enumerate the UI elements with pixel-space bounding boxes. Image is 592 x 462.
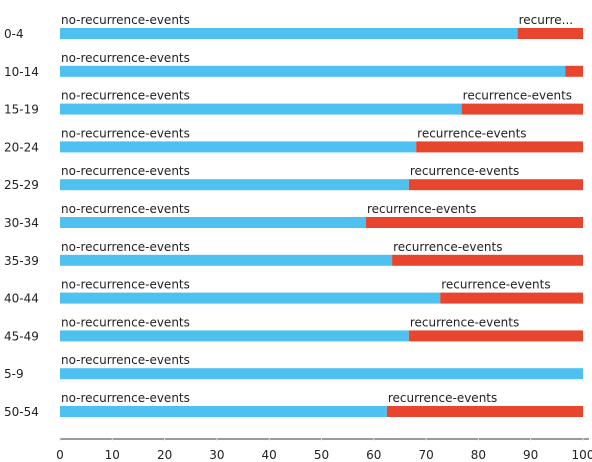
bar-row: 15-19 no-recurrence-events recurrence-even… bbox=[4, 89, 583, 117]
x-tick-label: 30 bbox=[209, 448, 224, 462]
segment-label: no-recurrence-events bbox=[61, 51, 190, 65]
segment-label: no-recurrence-events bbox=[61, 126, 190, 140]
segment-label: no-recurrence-events bbox=[61, 202, 190, 216]
segment-label: recurrence-events bbox=[463, 89, 572, 103]
bar-row: 25-29 no-recurrence-events recurrence-even… bbox=[4, 164, 583, 192]
x-tick-label: 70 bbox=[418, 448, 433, 462]
category-label: 50-54 bbox=[4, 405, 39, 419]
category-label: 5-9 bbox=[4, 367, 24, 381]
segment-label: no-recurrence-events bbox=[61, 391, 190, 405]
bar-segment-no-recurrence[interactable] bbox=[60, 28, 518, 39]
category-label: 30-34 bbox=[4, 216, 39, 230]
bar-segment-no-recurrence[interactable] bbox=[60, 368, 583, 380]
bar-segment-recurrence[interactable] bbox=[408, 179, 583, 191]
segment-label: recurrence-events bbox=[417, 126, 526, 140]
x-tick-label: 0 bbox=[56, 448, 64, 462]
bar-row: 30-34 no-recurrence-events recurrence-even… bbox=[4, 202, 583, 230]
bar-segment-recurrence[interactable] bbox=[565, 65, 583, 77]
segment-label: recurrence-events bbox=[367, 202, 476, 216]
bar-segment-no-recurrence[interactable] bbox=[60, 217, 366, 228]
bar-segment-no-recurrence[interactable] bbox=[60, 406, 387, 417]
bar-segment-recurrence[interactable] bbox=[517, 28, 583, 39]
bar-segment-no-recurrence[interactable] bbox=[60, 292, 441, 304]
bar-row: 5-9 no-recurrence-events bbox=[4, 353, 583, 381]
x-axis: 0 10 20 30 40 50 60 70 80 90 100 bbox=[56, 437, 592, 462]
bar-segment-recurrence[interactable] bbox=[416, 141, 583, 153]
category-label: 25-29 bbox=[4, 178, 39, 192]
category-label: 40-44 bbox=[4, 292, 39, 306]
segment-label: no-recurrence-events bbox=[61, 13, 190, 27]
bar-segment-recurrence[interactable] bbox=[365, 217, 583, 228]
x-tick-label: 50 bbox=[314, 448, 329, 462]
bar-segment-no-recurrence[interactable] bbox=[60, 103, 462, 115]
segment-label: recurre... bbox=[519, 13, 573, 27]
bar-segment-recurrence[interactable] bbox=[392, 254, 583, 266]
category-label: 20-24 bbox=[4, 140, 39, 154]
category-label: 35-39 bbox=[4, 254, 39, 268]
bar-segment-no-recurrence[interactable] bbox=[60, 254, 393, 266]
segment-label: recurrence-events bbox=[441, 278, 550, 292]
bar-row: 0-4 no-recurrence-events recurre... bbox=[4, 13, 583, 41]
bar-segment-no-recurrence[interactable] bbox=[60, 330, 409, 342]
segment-label: no-recurrence-events bbox=[61, 353, 190, 367]
x-tick-label: 60 bbox=[366, 448, 381, 462]
bar-row: 20-24 no-recurrence-events recurrence-even… bbox=[4, 126, 583, 154]
bar-segment-recurrence[interactable] bbox=[408, 330, 583, 342]
x-tick-label: 40 bbox=[262, 448, 277, 462]
bar-row: 50-54 no-recurrence-events recurrence-even… bbox=[4, 391, 583, 419]
segment-label: recurrence-events bbox=[410, 164, 519, 178]
bar-row: 45-49 no-recurrence-events recurrence-even… bbox=[4, 315, 583, 343]
segment-label: no-recurrence-events bbox=[61, 240, 190, 254]
bar-segment-recurrence[interactable] bbox=[440, 292, 583, 304]
segment-label: recurrence-events bbox=[393, 240, 502, 254]
bar-segment-no-recurrence[interactable] bbox=[60, 141, 417, 153]
x-tick-label: 80 bbox=[471, 448, 486, 462]
bar-rows: 0-4 no-recurrence-events recurre... 10-14 no… bbox=[4, 13, 583, 419]
bar-row: 10-14 no-recurrence-events bbox=[4, 51, 583, 79]
segment-label: recurrence-events bbox=[388, 391, 497, 405]
x-tick-label: 20 bbox=[157, 448, 172, 462]
x-tick-label: 10 bbox=[105, 448, 120, 462]
x-tick-label: 100 bbox=[572, 448, 592, 462]
category-label: 15-19 bbox=[4, 103, 39, 117]
x-tick-label: 90 bbox=[523, 448, 538, 462]
bar-segment-recurrence[interactable] bbox=[386, 406, 583, 417]
bar-segment-no-recurrence[interactable] bbox=[60, 179, 409, 191]
category-label: 10-14 bbox=[4, 65, 39, 79]
bar-segment-no-recurrence[interactable] bbox=[60, 65, 566, 77]
segment-label: recurrence-events bbox=[410, 315, 519, 329]
segment-label: no-recurrence-events bbox=[61, 315, 190, 329]
bar-row: 40-44 no-recurrence-events recurrence-even… bbox=[4, 278, 583, 306]
segment-label: no-recurrence-events bbox=[61, 164, 190, 178]
category-label: 0-4 bbox=[4, 27, 24, 41]
category-label: 45-49 bbox=[4, 329, 39, 343]
bar-segment-recurrence[interactable] bbox=[461, 103, 583, 115]
bar-row: 35-39 no-recurrence-events recurrence-even… bbox=[4, 240, 583, 268]
segment-label: no-recurrence-events bbox=[61, 89, 190, 103]
segment-label: no-recurrence-events bbox=[61, 278, 190, 292]
